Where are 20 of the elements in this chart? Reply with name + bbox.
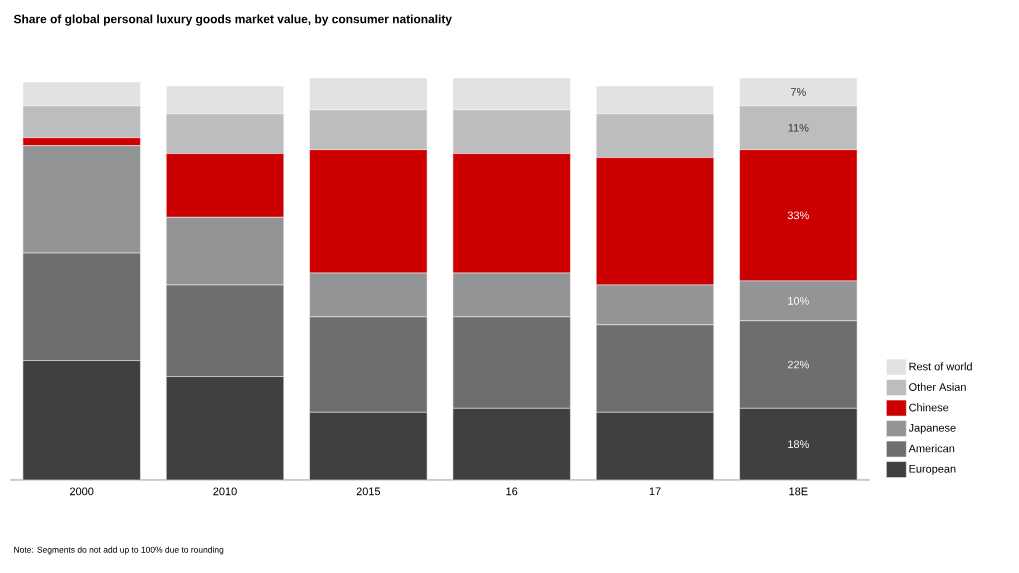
data-label: 18% [788,440,809,449]
text: Note: Segments do not add up to 100% due to rounding [14,546,224,555]
legend-label: Other Asian [909,382,966,391]
data-label: 33% [787,211,809,220]
legend-label: European [909,465,956,475]
x-tick-label: 17 [649,487,661,496]
x-tick-label: 2015 [356,487,381,496]
legend-label: Japanese [908,424,956,434]
data-label: 7% [790,88,806,96]
chart-title: Share of global personal luxury goods market value, by consumer nationality [13,14,452,26]
x-tick-label: 2010 [213,487,237,496]
legend-label: Rest of world [909,362,972,371]
legend-label: Chinese [909,403,949,412]
legend-label: American [908,444,955,453]
x-tick-label: 18E [789,487,808,496]
data-label: 22% [787,360,809,369]
data-label: 11% [788,123,809,132]
x-tick-label: 16 [506,487,518,496]
x-tick-label: 2000 [70,487,94,496]
data-label: 10% [788,297,809,305]
